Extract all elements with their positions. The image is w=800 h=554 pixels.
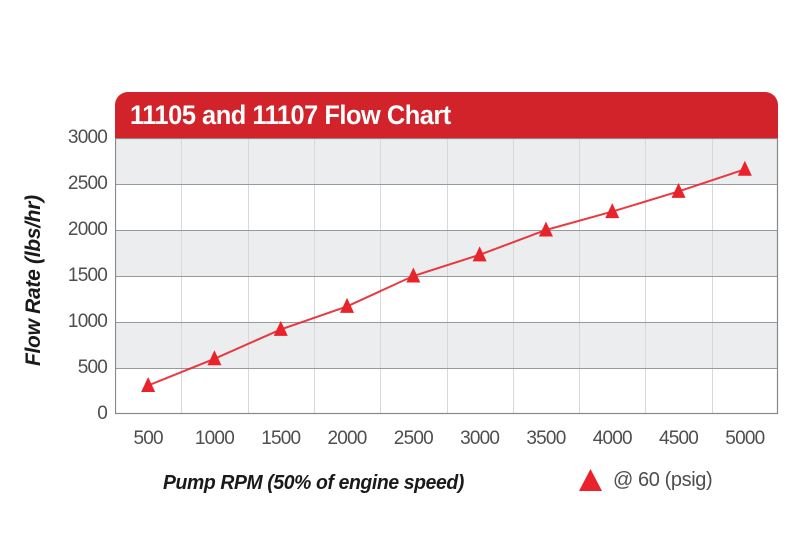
x-axis-title: Pump RPM (50% of engine speed) xyxy=(163,472,464,494)
data-point-marker xyxy=(538,221,553,237)
data-point-marker xyxy=(207,350,222,366)
y-tick-label: 1000 xyxy=(67,311,108,332)
y-tick-label: 3000 xyxy=(67,127,108,148)
y-tick-label: 0 xyxy=(97,403,108,424)
data-point-marker xyxy=(671,182,686,198)
plot-band xyxy=(115,276,778,322)
y-tick-label: 500 xyxy=(77,357,108,378)
y-tick-label: 2500 xyxy=(67,173,108,194)
x-tick-label: 2000 xyxy=(327,428,368,449)
legend: @ 60 (psig) xyxy=(578,468,713,492)
x-tick-label: 3000 xyxy=(460,428,500,449)
data-line xyxy=(147,168,746,387)
x-tick-label: 2500 xyxy=(393,428,434,449)
plot-band xyxy=(115,322,778,368)
x-tick-label: 4000 xyxy=(592,428,633,449)
chart-title: 11105 and 11107 Flow Chart xyxy=(130,99,451,130)
data-point-marker xyxy=(737,160,752,176)
plot-area xyxy=(115,138,779,415)
plot-border xyxy=(115,138,779,415)
chart-title-bar: 11105 and 11107 Flow Chart xyxy=(115,92,778,138)
data-point-marker xyxy=(472,246,487,262)
x-tick-label: 3500 xyxy=(526,428,566,449)
plot-band xyxy=(115,184,778,230)
data-point-marker xyxy=(605,203,620,219)
x-tick-label: 500 xyxy=(133,428,163,449)
legend-label: @ 60 (psig) xyxy=(613,468,713,491)
plot-band xyxy=(115,138,778,184)
plot-band xyxy=(115,368,778,414)
data-point-marker xyxy=(406,267,421,283)
triangle-marker-icon xyxy=(579,469,602,491)
y-tick-label: 1500 xyxy=(67,265,108,286)
x-tick-label: 4500 xyxy=(659,428,699,449)
plot-band xyxy=(115,230,778,276)
x-tick-label: 5000 xyxy=(725,428,765,449)
x-tick-label: 1000 xyxy=(194,428,235,449)
y-axis-title: Flow Rate (lbs/hr) xyxy=(22,195,45,367)
data-point-marker xyxy=(340,297,355,313)
y-tick-label: 2000 xyxy=(67,219,108,240)
data-point-marker xyxy=(273,320,288,336)
data-point-marker xyxy=(141,376,156,392)
x-tick-label: 1500 xyxy=(261,428,301,449)
